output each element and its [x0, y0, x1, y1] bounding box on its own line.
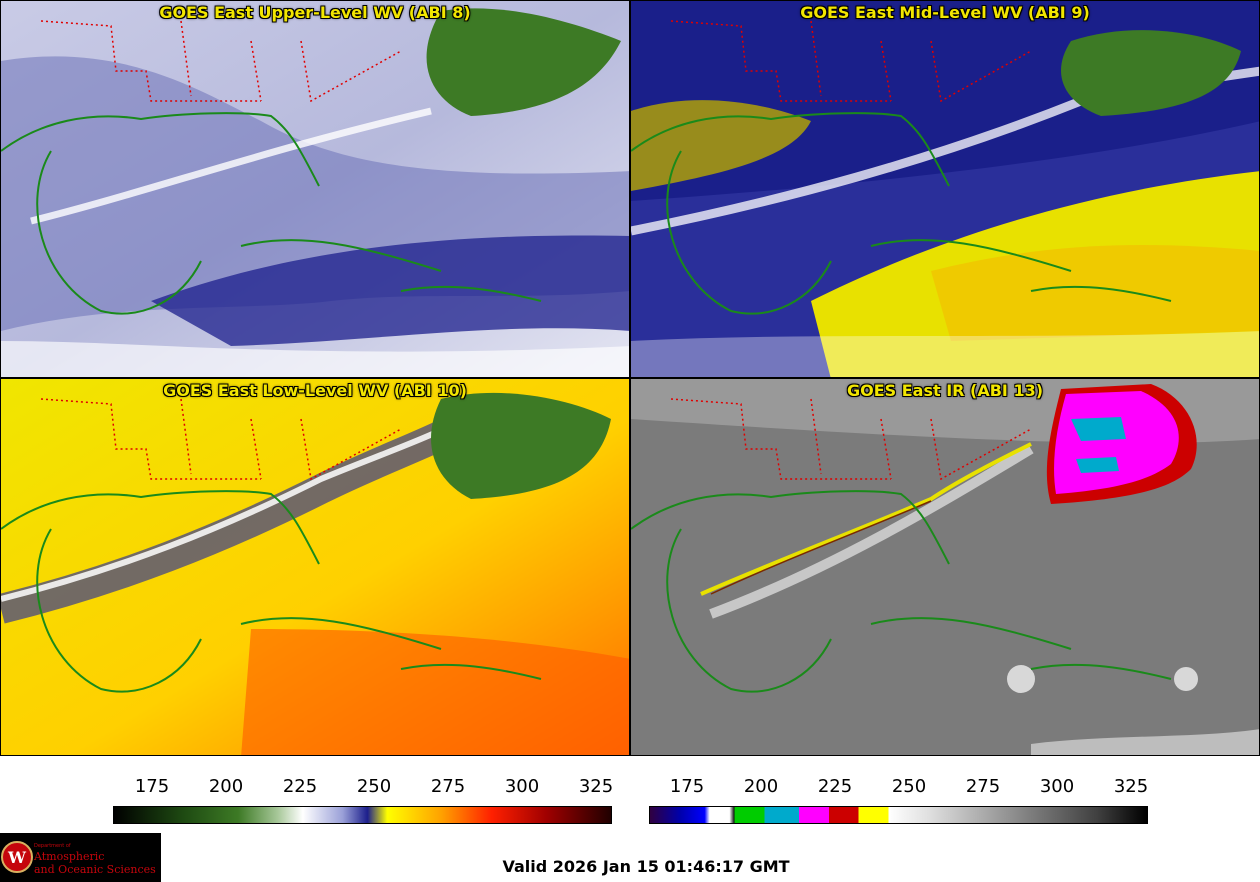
tick-label: 325 — [1113, 776, 1149, 797]
tick-label: 175 — [669, 776, 705, 797]
upper-level-wv-image — [1, 1, 629, 377]
mid-level-wv-panel: GOES East Mid-Level WV (ABI 9) — [630, 0, 1260, 378]
tick-label: 225 — [282, 776, 318, 797]
aos-logo: W Department of Atmospheric and Oceanic … — [0, 833, 161, 882]
ir-panel: GOES East IR (ABI 13) — [630, 378, 1260, 756]
logo-department-text: Department of — [34, 843, 71, 849]
ir-colorbar-gradient — [649, 806, 1148, 824]
ir-image — [631, 379, 1259, 755]
ir-colorbar-ticks: 175 200 225 250 275 300 325 — [630, 776, 1260, 798]
upper-level-wv-panel: GOES East Upper-Level WV (ABI 8) — [0, 0, 630, 378]
tick-label: 250 — [891, 776, 927, 797]
panel-title: GOES East Upper-Level WV (ABI 8) — [159, 3, 471, 22]
tick-label: 275 — [430, 776, 466, 797]
valid-time-label: Valid 2026 Jan 15 01:46:17 GMT — [502, 857, 790, 876]
uw-seal-letter: W — [7, 848, 27, 867]
logo-oceanic-text: and Oceanic Sciences — [34, 863, 156, 876]
uw-seal-icon: W — [1, 841, 33, 873]
tick-label: 175 — [134, 776, 170, 797]
wv-colorbar-ticks: 175 200 225 250 275 300 325 — [0, 776, 630, 798]
panel-title: GOES East IR (ABI 13) — [846, 381, 1044, 400]
low-level-wv-image — [1, 379, 629, 755]
tick-label: 325 — [578, 776, 614, 797]
tick-label: 225 — [817, 776, 853, 797]
panel-title: GOES East Low-Level WV (ABI 10) — [163, 381, 467, 400]
tick-label: 275 — [965, 776, 1001, 797]
wv-colorbar-gradient — [113, 806, 612, 824]
tick-label: 300 — [1039, 776, 1075, 797]
low-level-wv-panel: GOES East Low-Level WV (ABI 10) — [0, 378, 630, 756]
mid-level-wv-image — [631, 1, 1259, 377]
tick-label: 200 — [743, 776, 779, 797]
tick-label: 300 — [504, 776, 540, 797]
logo-atmospheric-text: Atmospheric — [34, 850, 105, 863]
tick-label: 250 — [356, 776, 392, 797]
tick-label: 200 — [208, 776, 244, 797]
panel-title: GOES East Mid-Level WV (ABI 9) — [800, 3, 1090, 22]
